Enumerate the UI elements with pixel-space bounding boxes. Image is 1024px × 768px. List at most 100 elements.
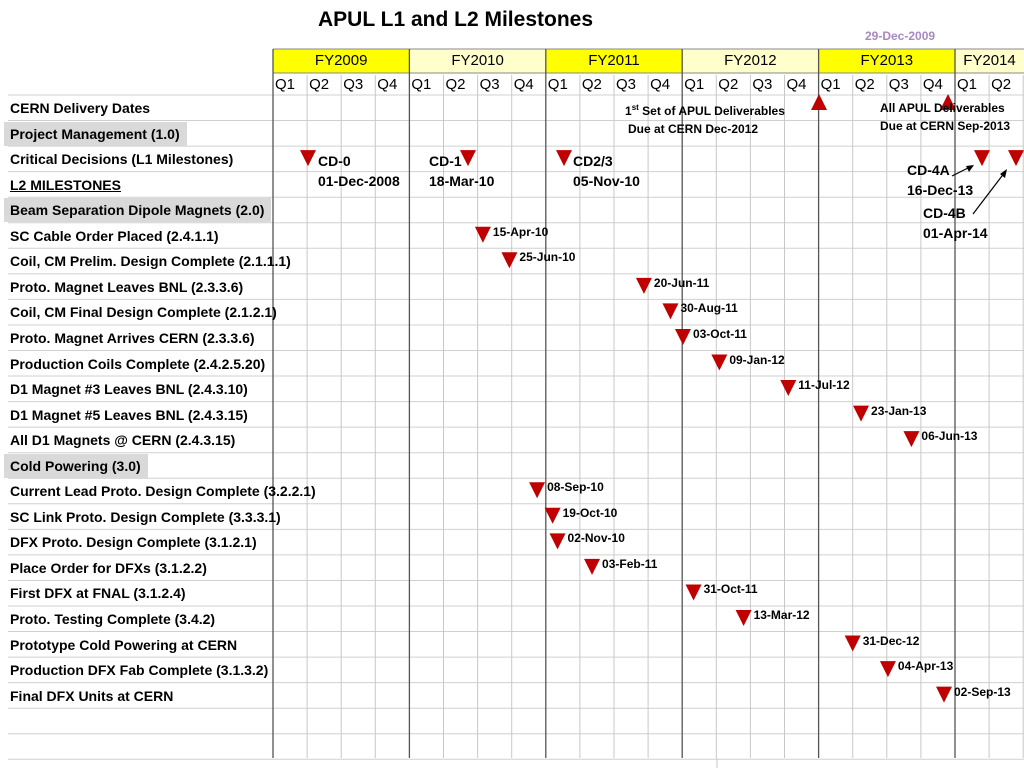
row-label: Coil, CM Final Design Complete (2.1.2.1) <box>10 304 277 321</box>
milestone-marker <box>474 226 491 243</box>
milestone-date-label: 11-Jul-12 <box>798 378 850 393</box>
fy-cell-bg <box>818 49 955 73</box>
row-label: D1 Magnet #5 Leaves BNL (2.4.3.15) <box>10 406 248 423</box>
milestone-date-label: 31-Oct-11 <box>703 582 758 597</box>
quarter-label: Q3 <box>752 76 773 93</box>
cd1-label: CD-1 18-Mar-10 <box>429 153 495 189</box>
row-label: Final DFX Units at CERN <box>10 687 174 704</box>
milestone-marker <box>844 635 861 652</box>
row-label: Proto. Magnet Leaves BNL (2.3.3.6) <box>10 278 244 295</box>
cd4a-label: CD-4A 16-Dec-13 <box>907 162 974 198</box>
quarter-label: Q3 <box>479 76 500 93</box>
quarter-label: Q2 <box>309 76 330 93</box>
quarter-label: Q3 <box>888 76 909 93</box>
row-label: Production DFX Fab Complete (3.1.3.2) <box>10 662 269 679</box>
row-label: Place Order for DFXs (3.1.2.2) <box>10 559 207 576</box>
milestone-marker <box>662 303 679 320</box>
milestone-marker <box>853 405 870 422</box>
row-label: All D1 Magnets @ CERN (2.4.3.15) <box>10 432 236 449</box>
cd4b-label: CD-4B 01-Apr-14 <box>923 205 988 241</box>
quarter-label: Q4 <box>377 76 398 93</box>
date-stamp: 29-Dec-2009 <box>865 29 936 43</box>
row-label: SC Cable Order Placed (2.4.1.1) <box>10 227 219 244</box>
row-label: L2 MILESTONES <box>10 176 121 193</box>
row-label: DFX Proto. Design Complete (3.1.2.1) <box>10 534 257 551</box>
quarter-label: Q3 <box>343 76 364 93</box>
milestone-date-label: 15-Apr-10 <box>492 224 549 239</box>
quarter-label: Q3 <box>616 76 637 93</box>
cern-delivery-note-2: All APUL Deliverables Due at CERN Sep-20… <box>880 101 1011 133</box>
fy-cell-bg <box>273 49 410 73</box>
fy-label: FY2009 <box>314 52 368 69</box>
row-label: Coil, CM Prelim. Design Complete (2.1.1.… <box>10 253 291 270</box>
quarter-label: Q1 <box>547 76 568 93</box>
fy-label: FY2010 <box>451 52 504 69</box>
row-label: Critical Decisions (L1 Milestones) <box>10 151 234 168</box>
quarter-label: Q1 <box>684 76 705 93</box>
quarter-label: Q4 <box>513 76 534 93</box>
quarter-label: Q4 <box>922 76 943 93</box>
row-label: SC Link Proto. Design Complete (3.3.3.1) <box>10 508 281 525</box>
row-label: D1 Magnet #3 Leaves BNL (2.4.3.10) <box>10 381 248 398</box>
milestone-date-label: 23-Jan-13 <box>871 403 927 418</box>
fy-cell-bg <box>545 49 683 73</box>
quarter-label: Q2 <box>445 76 466 93</box>
milestone-marker <box>711 354 728 371</box>
milestone-date-label: 03-Oct-11 <box>692 326 747 341</box>
milestone-marker <box>544 507 561 524</box>
quarter-label: Q1 <box>275 76 296 93</box>
row-label: CERN Delivery Dates <box>10 100 151 116</box>
milestone-marker <box>936 686 953 703</box>
row-label: Current Lead Proto. Design Complete (3.2… <box>10 483 316 500</box>
milestone-date-label: 02-Sep-13 <box>954 684 1011 699</box>
milestone-marker <box>529 482 546 499</box>
quarter-label: Q1 <box>411 76 432 93</box>
quarter-label: Q2 <box>854 76 875 93</box>
row-label: Proto. Magnet Arrives CERN (2.3.3.6) <box>10 329 255 346</box>
cd23-label: CD2/3 05-Nov-10 <box>573 153 640 189</box>
row-label: Production Coils Complete (2.4.2.5.20) <box>10 355 266 372</box>
row-label: Project Management (1.0) <box>4 121 187 146</box>
fy-cell-bg <box>409 49 546 73</box>
row-label: Proto. Testing Complete (3.4.2) <box>10 611 216 627</box>
cd4b-arrowhead <box>1000 169 1007 178</box>
cd4b-arrow <box>972 171 1006 215</box>
milestone-date-label: 06-Jun-13 <box>921 429 978 444</box>
milestone-date-label: 09-Jan-12 <box>729 352 785 367</box>
row-label: Beam Separation Dipole Magnets (2.0) <box>4 198 272 223</box>
quarter-label: Q4 <box>786 76 807 93</box>
milestone-marker <box>879 661 896 678</box>
row-label: Prototype Cold Powering at CERN <box>10 636 238 653</box>
milestone-date-label: 31-Dec-12 <box>862 633 920 648</box>
critical-decision-marker <box>974 150 990 167</box>
milestone-date-label: 02-Nov-10 <box>567 531 625 546</box>
milestone-marker <box>735 610 752 626</box>
milestone-date-label: 08-Sep-10 <box>547 480 604 495</box>
row-label: First DFX at FNAL (3.1.2.4) <box>10 585 186 602</box>
quarter-label: Q1 <box>957 76 978 93</box>
critical-decision-marker <box>460 150 476 167</box>
milestone-marker <box>501 252 518 269</box>
milestone-date-label: 19-Oct-10 <box>562 505 618 520</box>
cern-delivery-note-1: 1st Set of APUL Deliverables Due at CERN… <box>625 103 785 136</box>
fy-label: FY2013 <box>860 52 914 69</box>
chart-title: APUL L1 and L2 Milestones <box>318 8 593 31</box>
quarter-label: Q2 <box>581 76 602 93</box>
fy-cell-bg <box>682 49 819 73</box>
milestone-marker <box>685 584 702 601</box>
milestone-marker <box>549 533 566 550</box>
quarter-label: Q1 <box>820 76 841 93</box>
milestone-marker <box>780 380 797 397</box>
milestone-date-label: 30-Aug-11 <box>680 301 738 316</box>
milestone-date-label: 25-Jun-10 <box>519 250 576 265</box>
milestone-date-label: 04-Apr-13 <box>897 659 954 674</box>
fy-label: FY2011 <box>588 52 640 69</box>
cd0-label: CD-0 01-Dec-2008 <box>318 153 400 189</box>
critical-decision-marker <box>1008 150 1024 167</box>
fy-label: FY2012 <box>724 52 777 69</box>
cern-delivery-marker <box>940 94 956 110</box>
quarter-label: Q2 <box>991 76 1012 93</box>
fy-cell-bg <box>955 49 1024 73</box>
